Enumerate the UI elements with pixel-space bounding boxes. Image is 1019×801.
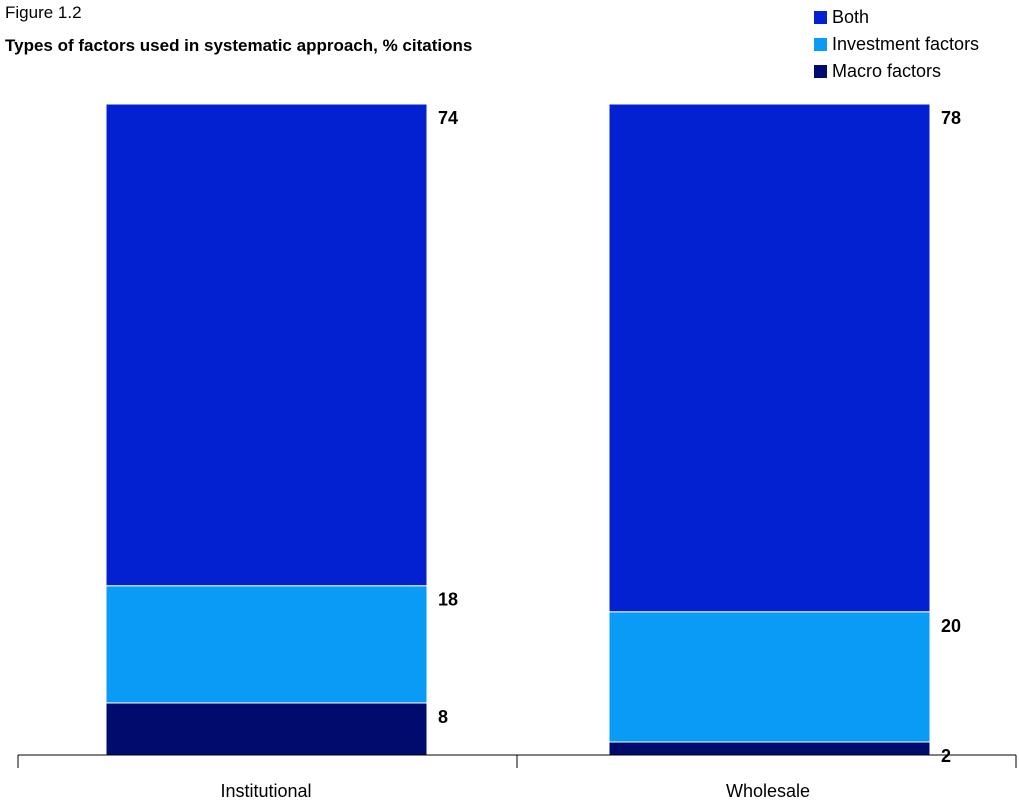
data-label-institutional-macro-factors: 8 [438, 707, 448, 727]
legend-item-investment-factors: Investment factors [814, 31, 979, 58]
legend-label-macro-factors: Macro factors [832, 61, 942, 81]
bar-segment-institutional-macro-factors [105, 702, 428, 756]
bar-segment-institutional-investment-factors [105, 585, 428, 704]
bar-segment-wholesale-investment-factors [608, 611, 931, 743]
bar-segment-institutional-both [105, 103, 428, 587]
x-tick-label-institutional: Institutional [220, 781, 311, 801]
chart-title: Types of factors used in systematic appr… [5, 36, 473, 55]
data-label-institutional-both: 74 [438, 108, 458, 128]
data-label-wholesale-investment-factors: 20 [941, 616, 961, 636]
legend-item-both: Both [814, 4, 979, 31]
data-label-wholesale-both: 78 [941, 108, 961, 128]
legend-item-macro-factors: Macro factors [814, 58, 979, 85]
legend-label-investment-factors: Investment factors [832, 34, 980, 54]
legend-label-both: Both [832, 7, 870, 27]
chart-legend: Both Investment factors Macro factors [814, 4, 979, 85]
bar-segment-wholesale-macro-factors [608, 741, 931, 756]
data-label-institutional-investment-factors: 18 [438, 590, 458, 610]
legend-swatch-both [814, 11, 827, 24]
legend-swatch-investment-factors [814, 38, 827, 51]
legend-swatch-macro-factors [814, 65, 827, 78]
figure-label: Figure 1.2 [5, 3, 82, 22]
bar-segment-wholesale-both [608, 103, 931, 613]
x-tick-label-wholesale: Wholesale [726, 781, 810, 801]
data-label-wholesale-macro-factors: 2 [941, 746, 951, 766]
